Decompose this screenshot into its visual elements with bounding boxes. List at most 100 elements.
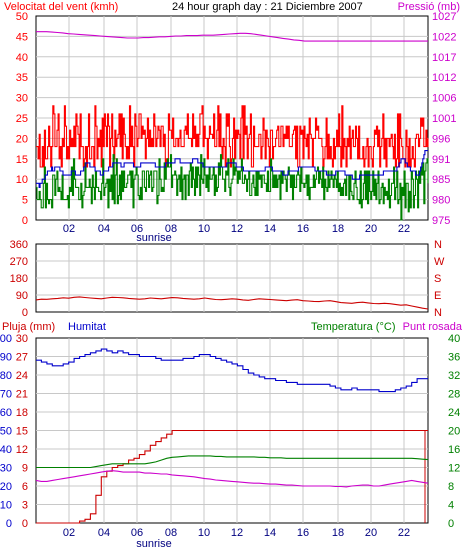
wind-pressure-panel: 5045403530252015105010271022101710121006… bbox=[16, 11, 457, 244]
dewpoint-line bbox=[35, 470, 429, 488]
humidity-tick-label: 60 bbox=[0, 407, 12, 419]
temperature-tick-label: 28 bbox=[448, 389, 460, 401]
pressure-axis-label: Pressió (mb) bbox=[398, 1, 460, 13]
sunrise-label: sunrise bbox=[136, 538, 171, 550]
humidity-tick-label: 40 bbox=[0, 444, 12, 456]
compass-tick-label: E bbox=[434, 290, 441, 302]
x-tick-label: 18 bbox=[332, 527, 344, 539]
wind-tick-label: 35 bbox=[16, 72, 28, 84]
wind-speed-axis-label: Velocitat del vent (kmh) bbox=[4, 1, 118, 13]
pressure-tick-label: 1012 bbox=[432, 72, 456, 84]
rain-tick-label: 21 bbox=[16, 389, 28, 401]
temperature-tick-label: 8 bbox=[448, 481, 454, 493]
wind-tick-label: 30 bbox=[16, 93, 28, 105]
rain-tick-label: 12 bbox=[16, 444, 28, 456]
wind-tick-label: 45 bbox=[16, 31, 28, 43]
x-tick-label: 18 bbox=[332, 223, 344, 235]
pressure-tick-label: 985 bbox=[432, 174, 450, 186]
dewpoint-axis-label: Punt rosada bbox=[403, 321, 463, 333]
pressure-tick-label: 1022 bbox=[432, 31, 456, 43]
humidity-rain-temp-panel: 1009080706050403020100302724211815129630… bbox=[0, 333, 460, 550]
direction-tick-label: 0 bbox=[22, 307, 28, 319]
humidity-tick-label: 50 bbox=[0, 426, 12, 438]
wind-tick-label: 25 bbox=[16, 113, 28, 125]
temperature-tick-label: 40 bbox=[448, 333, 460, 345]
temperature-tick-label: 32 bbox=[448, 370, 460, 382]
x-tick-label: 10 bbox=[198, 223, 210, 235]
x-tick-label: 22 bbox=[398, 527, 410, 539]
humidity-tick-label: 30 bbox=[0, 463, 12, 475]
temperature-tick-label: 16 bbox=[448, 444, 460, 456]
chart-title: 24 hour graph day : 21 Diciembre 2007 bbox=[172, 1, 363, 13]
x-tick-label: 06 bbox=[131, 223, 143, 235]
sunrise-label: sunrise bbox=[136, 232, 171, 244]
rain-tick-label: 9 bbox=[22, 463, 28, 475]
humidity-tick-label: 10 bbox=[0, 500, 12, 512]
rain-tick-label: 15 bbox=[16, 426, 28, 438]
x-tick-label: 12 bbox=[231, 527, 243, 539]
temperature-tick-label: 24 bbox=[448, 407, 460, 419]
pressure-tick-label: 1027 bbox=[432, 11, 456, 23]
compass-tick-label: W bbox=[434, 256, 445, 268]
temperature-tick-label: 36 bbox=[448, 352, 460, 364]
wind-tick-label: 40 bbox=[16, 52, 28, 64]
x-tick-label: 02 bbox=[63, 527, 75, 539]
x-tick-label: 06 bbox=[131, 527, 143, 539]
humidity-tick-label: 70 bbox=[0, 389, 12, 401]
x-tick-label: 22 bbox=[398, 223, 410, 235]
wind-tick-label: 10 bbox=[16, 174, 28, 186]
rain-tick-label: 27 bbox=[16, 352, 28, 364]
rain-line bbox=[36, 429, 428, 524]
pressure-tick-label: 980 bbox=[432, 195, 450, 207]
temperature-tick-label: 12 bbox=[448, 463, 460, 475]
temperature-tick-label: 0 bbox=[448, 518, 454, 530]
humidity-tick-label: 100 bbox=[0, 333, 12, 345]
wind-tick-label: 20 bbox=[16, 133, 28, 145]
compass-tick-label: S bbox=[434, 273, 441, 285]
humidity-axis-label: Humitat bbox=[68, 321, 106, 333]
temperature-tick-label: 20 bbox=[448, 426, 460, 438]
wind-tick-label: 0 bbox=[22, 215, 28, 227]
rain-tick-label: 3 bbox=[22, 500, 28, 512]
x-tick-label: 10 bbox=[198, 527, 210, 539]
pressure-tick-label: 996 bbox=[432, 133, 450, 145]
x-tick-label: 08 bbox=[165, 527, 177, 539]
x-tick-label: 04 bbox=[98, 527, 110, 539]
compass-tick-label: N bbox=[434, 239, 442, 251]
direction-tick-label: 90 bbox=[16, 290, 28, 302]
pressure-tick-label: 1006 bbox=[432, 93, 456, 105]
rain-tick-label: 24 bbox=[16, 370, 28, 382]
temperature-axis-label: Temperatura (°C) bbox=[311, 321, 395, 333]
wind-tick-label: 15 bbox=[16, 154, 28, 166]
pressure-tick-label: 1001 bbox=[432, 113, 456, 125]
x-tick-label: 20 bbox=[365, 527, 377, 539]
compass-tick-label: N bbox=[434, 307, 442, 319]
rain-tick-label: 6 bbox=[22, 481, 28, 493]
direction-tick-label: 360 bbox=[10, 239, 28, 251]
wind-min-line bbox=[36, 154, 429, 221]
wind-avg-line bbox=[36, 150, 428, 188]
temperature-tick-label: 4 bbox=[448, 500, 454, 512]
pressure-tick-label: 1017 bbox=[432, 52, 456, 64]
humidity-tick-label: 20 bbox=[0, 481, 12, 493]
x-tick-label: 14 bbox=[264, 527, 276, 539]
humidity-tick-label: 80 bbox=[0, 370, 12, 382]
x-tick-label: 14 bbox=[264, 223, 276, 235]
x-tick-label: 16 bbox=[297, 223, 309, 235]
temperature-line bbox=[36, 455, 429, 469]
pressure-line bbox=[36, 31, 428, 42]
humidity-line bbox=[36, 348, 428, 393]
humidity-tick-label: 90 bbox=[0, 352, 12, 364]
rain-tick-label: 30 bbox=[16, 333, 28, 345]
wind-tick-label: 5 bbox=[22, 195, 28, 207]
humidity-tick-label: 0 bbox=[6, 518, 12, 530]
x-tick-label: 08 bbox=[165, 223, 177, 235]
wind-direction-line bbox=[35, 296, 429, 310]
pressure-tick-label: 975 bbox=[432, 215, 450, 227]
rain-axis-label: Pluja (mm) bbox=[2, 321, 55, 333]
pressure-tick-label: 991 bbox=[432, 154, 450, 166]
wind-tick-label: 50 bbox=[16, 11, 28, 23]
x-tick-label: 16 bbox=[297, 527, 309, 539]
